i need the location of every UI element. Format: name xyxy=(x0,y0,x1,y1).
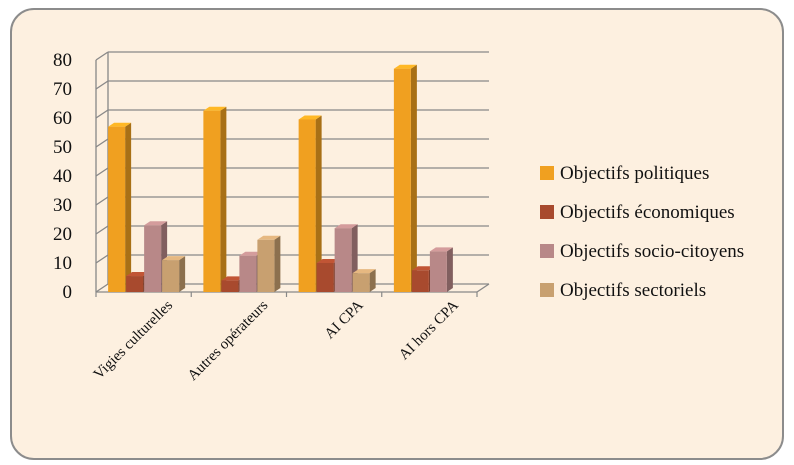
legend-swatch xyxy=(540,283,554,297)
bar-side xyxy=(125,122,132,292)
bar-front xyxy=(126,276,144,292)
bar xyxy=(411,266,435,292)
gridline-side xyxy=(95,51,109,61)
bar-top xyxy=(162,256,186,261)
legend-swatch xyxy=(540,244,554,258)
bar-front xyxy=(221,280,239,292)
gridline-side xyxy=(95,225,109,235)
legend-swatch xyxy=(540,205,554,219)
bar xyxy=(203,106,227,292)
bar xyxy=(352,269,376,292)
y-tick-label: 0 xyxy=(63,282,73,303)
bar-top xyxy=(239,251,263,256)
bar-top xyxy=(257,235,281,240)
bar-front xyxy=(257,239,275,292)
bar xyxy=(162,256,186,292)
gridline-side xyxy=(95,254,109,264)
gridline-side xyxy=(95,138,109,148)
x-category-label: AI hors CPA xyxy=(396,297,462,363)
legend-item: Objectifs politiques xyxy=(540,163,709,184)
gridline-side xyxy=(95,167,109,177)
bar-top xyxy=(221,276,245,281)
x-category-label: Vigies culturelles xyxy=(91,297,176,382)
legend-label: Objectifs politiques xyxy=(560,163,709,184)
bar xyxy=(393,64,417,292)
bar-front xyxy=(108,126,126,292)
bar xyxy=(257,235,281,292)
bar-front xyxy=(162,260,180,292)
bar-top xyxy=(334,224,358,229)
bar-top xyxy=(352,269,376,274)
bar-front xyxy=(239,255,257,292)
bar xyxy=(429,247,453,292)
bar-top xyxy=(203,106,227,111)
y-tick-label: 30 xyxy=(53,195,72,216)
bar-top xyxy=(298,115,322,120)
y-tick-label: 20 xyxy=(53,224,72,245)
bar-side xyxy=(410,64,417,292)
bar-top xyxy=(126,272,150,277)
bar-front xyxy=(298,119,316,292)
bar-side xyxy=(274,235,281,292)
bar-top xyxy=(393,64,417,69)
y-tick-label: 40 xyxy=(53,166,72,187)
gridline-side xyxy=(95,80,109,90)
bar-side xyxy=(179,256,186,292)
bar-side xyxy=(315,115,322,292)
gridline-side xyxy=(95,196,109,206)
bar-side xyxy=(220,106,227,292)
bar-front xyxy=(316,263,334,292)
bar xyxy=(298,115,322,292)
bar-top xyxy=(144,221,168,226)
legend-label: Objectifs socio-citoyens xyxy=(560,241,744,262)
gridline-side xyxy=(95,109,109,119)
bar-top xyxy=(316,259,340,263)
legend-item: Objectifs socio-citoyens xyxy=(540,241,744,262)
bar-front xyxy=(429,251,447,292)
y-tick-label: 60 xyxy=(53,108,72,129)
bar-top xyxy=(429,247,453,252)
legend-label: Objectifs économiques xyxy=(560,202,735,223)
bar-side xyxy=(369,269,376,292)
bar-front xyxy=(393,68,411,292)
bar-top xyxy=(411,266,435,271)
bar-layer xyxy=(108,64,453,292)
bar xyxy=(108,122,132,292)
y-axis-ticks: 0 10 20 30 40 50 60 70 80 xyxy=(53,50,72,303)
y-tick-label: 50 xyxy=(53,137,72,158)
bar-front xyxy=(203,110,221,292)
legend: Objectifs politiques Objectifs économique… xyxy=(540,163,744,301)
bar-front xyxy=(334,228,352,292)
y-tick-label: 80 xyxy=(53,50,72,71)
y-tick-label: 70 xyxy=(53,79,72,100)
x-category-label: Autres opérateurs xyxy=(185,297,272,384)
gridline-side xyxy=(95,283,109,293)
bar-side xyxy=(446,247,453,292)
y-tick-label: 10 xyxy=(53,253,72,274)
bar-front xyxy=(352,273,370,292)
bar-front xyxy=(144,225,162,292)
floor-edge xyxy=(476,283,490,293)
x-axis-categories: Vigies culturelles Autres opérateurs AI CP… xyxy=(91,297,462,384)
legend-item: Objectifs sectoriels xyxy=(540,280,706,301)
legend-swatch xyxy=(540,166,554,180)
legend-item: Objectifs économiques xyxy=(540,202,735,223)
legend-label: Objectifs sectoriels xyxy=(560,280,706,301)
bar-top xyxy=(108,122,132,127)
bar-front xyxy=(411,270,429,292)
x-category-label: AI CPA xyxy=(322,297,367,342)
